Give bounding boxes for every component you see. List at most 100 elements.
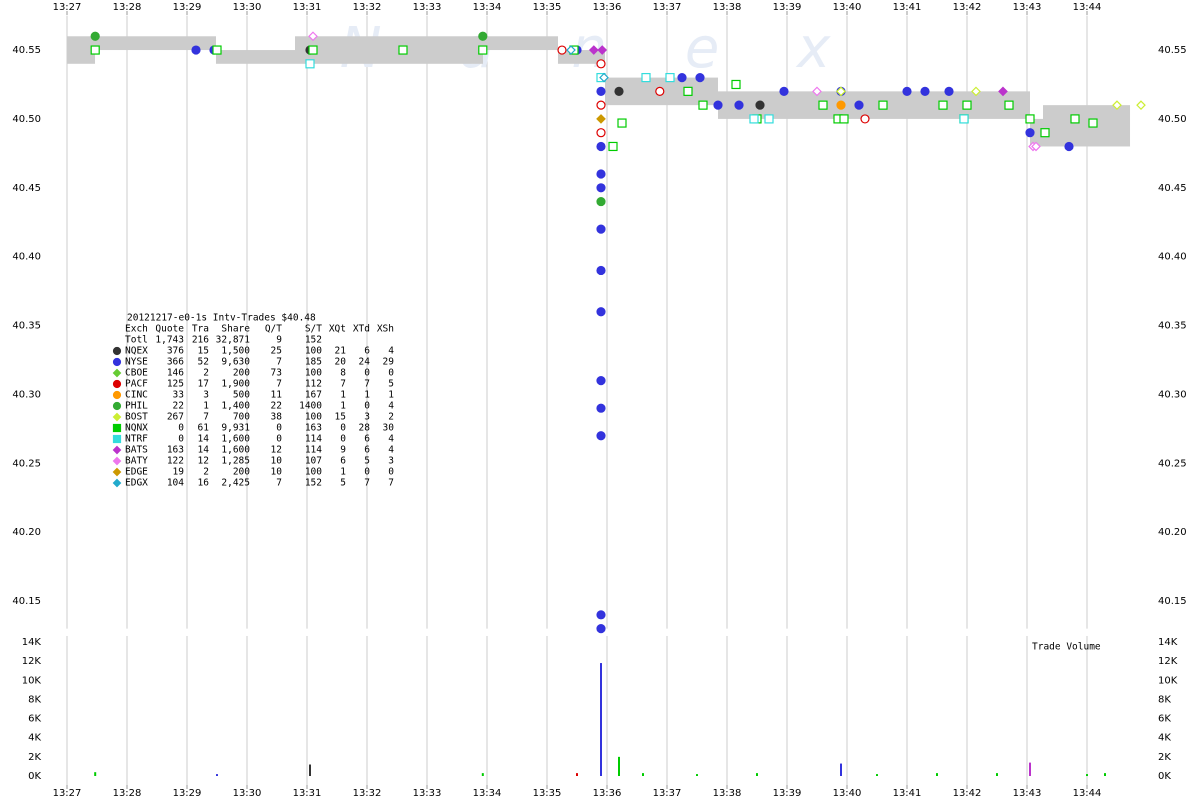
- trade-point: [734, 100, 744, 110]
- nbbo-band: [1030, 118, 1044, 147]
- chart-title: Trade Volume: [1032, 642, 1101, 653]
- volume-bar: [216, 774, 218, 776]
- table-cell: 6: [364, 445, 370, 456]
- table-header: Share: [221, 324, 250, 335]
- table-cell: 14: [198, 445, 210, 456]
- table-cell: 0: [388, 368, 394, 379]
- trade-point: [938, 100, 948, 110]
- table-cell: 100: [305, 412, 322, 423]
- trade-point: [839, 114, 849, 124]
- x-tick-label: 13:36: [593, 2, 622, 13]
- table-cell: 7: [364, 379, 370, 390]
- table-cell: 0: [340, 434, 346, 445]
- volume-bar: [696, 774, 698, 776]
- table-cell: 0: [388, 467, 394, 478]
- table-cell: 1400: [299, 401, 322, 412]
- trade-point: [614, 86, 624, 96]
- y-tick-label-right: 40.50: [1158, 114, 1187, 125]
- table-cell: 100: [305, 467, 322, 478]
- x-tick-label: 13:31: [293, 788, 322, 799]
- table-cell: 0: [340, 423, 346, 434]
- table-cell: 10: [271, 456, 283, 467]
- table-cell: 30: [383, 423, 395, 434]
- trade-point: [860, 114, 870, 124]
- table-cell: 3: [388, 456, 394, 467]
- trade-point: [713, 100, 723, 110]
- table-cell: 28: [359, 423, 371, 434]
- x-tick-label: 13:40: [833, 2, 862, 13]
- table-cell: 167: [305, 390, 322, 401]
- x-tick-label: 13:43: [1013, 2, 1042, 13]
- nbbo-band: [1043, 105, 1131, 147]
- table-header: S/T: [305, 324, 322, 335]
- table-cell: 20: [335, 357, 347, 368]
- table-cell: 0: [364, 401, 370, 412]
- table-total: 9: [276, 335, 282, 346]
- table-cell: 33: [173, 390, 184, 401]
- table-cell: 6: [340, 456, 346, 467]
- volume-bar: [94, 772, 97, 776]
- trade-point: [596, 114, 606, 124]
- x-tick-label: 13:42: [953, 788, 982, 799]
- volume-bar: [1104, 773, 1106, 776]
- trade-point: [836, 86, 846, 97]
- x-tick-label: 13:39: [773, 788, 802, 799]
- trade-point: [818, 100, 828, 110]
- table-cell: 376: [167, 346, 184, 357]
- y-tick-label: 40.20: [12, 527, 41, 538]
- x-tick-label: 13:34: [473, 788, 502, 799]
- legend-marker: [112, 434, 122, 444]
- trade-point: [398, 45, 408, 55]
- y-tick-label-right: 8K: [1158, 694, 1171, 705]
- table-header: XQt: [329, 324, 346, 335]
- x-tick-label: 13:28: [113, 788, 142, 799]
- y-tick-label: 40.40: [12, 252, 41, 263]
- y-tick-label-right: 40.15: [1158, 596, 1187, 607]
- nbbo-band: [215, 50, 295, 64]
- trade-point: [557, 45, 567, 55]
- table-cell: 100: [305, 346, 322, 357]
- table-cell: 7: [203, 412, 209, 423]
- table-cell: 9,931: [221, 423, 250, 434]
- table-cell: 9: [340, 445, 346, 456]
- table-cell: 1: [340, 390, 346, 401]
- y-tick-label-right: 40.30: [1158, 389, 1187, 400]
- table-cell: 122: [167, 456, 184, 467]
- table-cell: 267: [167, 412, 184, 423]
- table-cell: 200: [233, 368, 250, 379]
- table-cell: 52: [198, 357, 209, 368]
- y-tick-label: 6K: [28, 714, 41, 725]
- x-tick-label: 13:36: [593, 788, 622, 799]
- legend-marker: [112, 357, 122, 367]
- trade-point: [599, 72, 609, 83]
- trade-point: [665, 72, 675, 83]
- y-tick-label: 12K: [22, 656, 42, 667]
- volume-bar: [840, 763, 842, 776]
- trade-point: [596, 403, 606, 413]
- x-tick-label: 13:29: [173, 788, 202, 799]
- trade-point: [596, 265, 606, 276]
- y-tick-label-right: 10K: [1158, 675, 1178, 686]
- volume-bar: [876, 774, 878, 776]
- trade-point: [596, 610, 606, 620]
- y-tick-label-right: 14K: [1158, 637, 1178, 648]
- table-cell: 1: [203, 401, 209, 412]
- table-cell: 14: [198, 434, 210, 445]
- volume-bar: [642, 773, 644, 776]
- trade-point: [588, 45, 599, 55]
- x-tick-label: 13:28: [113, 2, 142, 13]
- y-tick-label: 40.30: [12, 389, 41, 400]
- table-cell: 3: [364, 412, 370, 423]
- y-tick-label-right: 0K: [1158, 771, 1171, 782]
- trade-point: [596, 623, 606, 634]
- legend-entry: BATS: [125, 445, 148, 456]
- table-cell: 5: [388, 379, 394, 390]
- x-tick-label: 13:32: [353, 788, 382, 799]
- trade-point: [779, 86, 789, 96]
- table-cell: 4: [388, 401, 394, 412]
- trade-point: [902, 86, 912, 96]
- x-tick-label: 13:38: [713, 2, 742, 13]
- table-cell: 7: [276, 357, 282, 368]
- table-cell: 500: [233, 390, 250, 401]
